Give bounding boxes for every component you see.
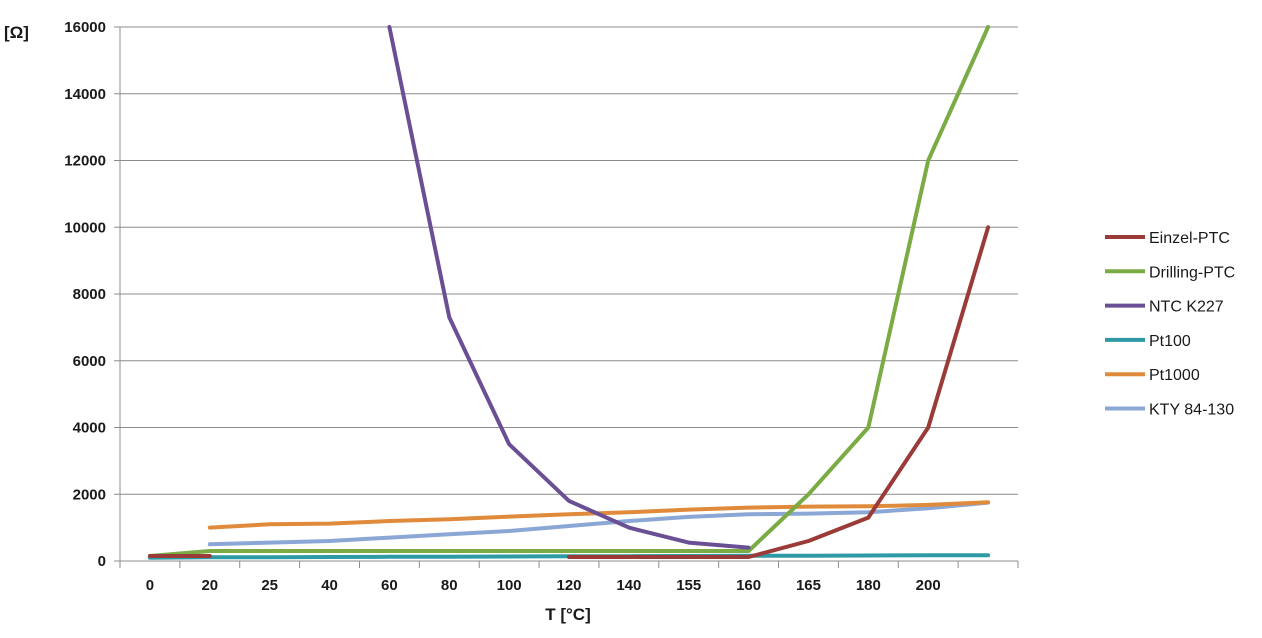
- x-tick-label: 140: [616, 577, 641, 594]
- x-tick-label: 180: [856, 577, 881, 594]
- legend-label: Drilling-PTC: [1149, 264, 1235, 281]
- legend-label: Pt1000: [1149, 367, 1200, 384]
- series-line-drilling-ptc: [147, 25, 991, 558]
- x-tick-label: 100: [497, 577, 522, 594]
- legend-label: Pt100: [1149, 333, 1191, 350]
- y-tick-labels: 0 2000 4000 6000 8000 10000 12000 14000 16000: [64, 19, 106, 570]
- gridlines: [114, 26, 1018, 562]
- x-tick-label: 120: [556, 577, 581, 594]
- legend-label: Einzel-PTC: [1149, 230, 1230, 247]
- x-axis: [119, 560, 1019, 568]
- y-tick-label: 6000: [73, 353, 106, 370]
- x-tick-label: 160: [736, 577, 761, 594]
- y-tick-label: 10000: [64, 219, 106, 236]
- x-tick-labels: 0 20 25 40 60 80 100 120 140 155 160 165 180 200: [146, 577, 941, 594]
- y-tick-label: 14000: [64, 86, 106, 103]
- x-tick-label: 200: [916, 577, 941, 594]
- x-tick-label: 60: [381, 577, 398, 594]
- series-line-ntc-k227: [387, 25, 751, 550]
- x-tick-label: 40: [321, 577, 338, 594]
- legend-label: KTY 84-130: [1149, 402, 1234, 419]
- y-tick-label: 0: [98, 553, 106, 570]
- y-tick-label: 2000: [73, 486, 106, 503]
- x-tick-label: 155: [676, 577, 701, 594]
- x-tick-label: 0: [146, 577, 154, 594]
- y-tick-label: 16000: [64, 19, 106, 36]
- legend-label: NTC K227: [1149, 299, 1224, 316]
- x-tick-label: 20: [201, 577, 218, 594]
- legend: Einzel-PTC Drilling-PTC NTC K227 Pt100 Pt100…: [1105, 230, 1235, 419]
- series-line-einzel-ptc: [147, 225, 991, 559]
- x-tick-label: 80: [441, 577, 458, 594]
- x-tick-label: 165: [796, 577, 821, 594]
- x-tick-label: 25: [261, 577, 278, 594]
- series-lines: [147, 25, 991, 560]
- y-tick-label: 12000: [64, 153, 106, 170]
- y-axis-label: [Ω]: [4, 23, 29, 42]
- y-tick-label: 8000: [73, 286, 106, 303]
- series-line-kty-84-130: [207, 500, 991, 547]
- x-axis-label: T [°C]: [545, 605, 591, 624]
- y-tick-label: 4000: [73, 420, 106, 437]
